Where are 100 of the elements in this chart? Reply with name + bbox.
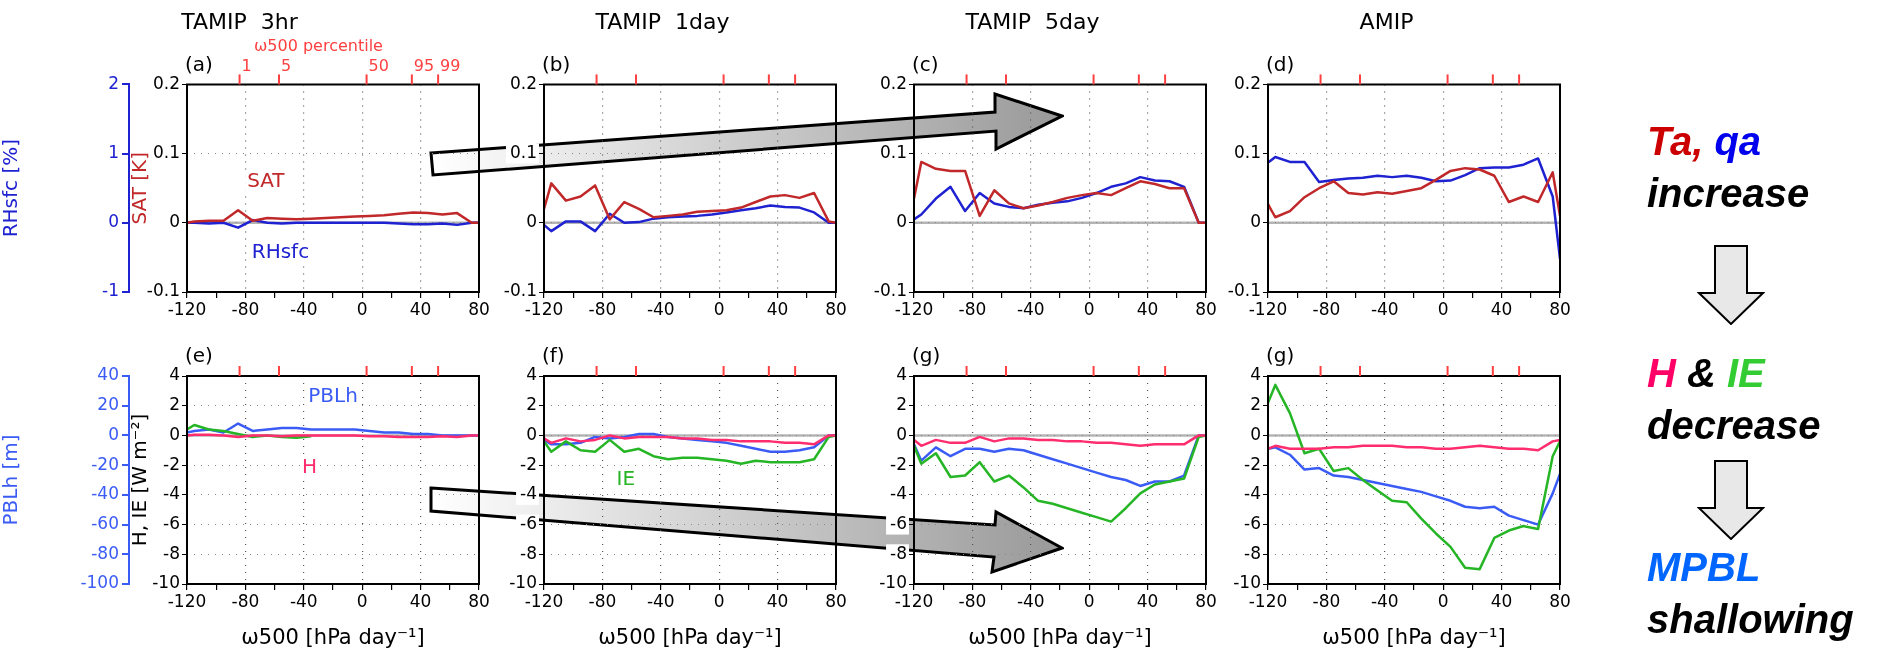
y-tick-label: 4 — [526, 364, 537, 385]
text: (g) — [1266, 343, 1295, 368]
x-axis-title: ω500 [hPa day⁻¹] — [1322, 624, 1506, 649]
text: (b) — [542, 51, 571, 76]
x-tick-label: -80 — [231, 298, 260, 319]
y2-axis-title: PBLh [m] — [0, 434, 23, 526]
text: 95 — [413, 55, 435, 75]
y-tick-label: 2 — [896, 394, 907, 415]
y-tick-label: 2 — [169, 394, 180, 415]
y-tick-label: 0.1 — [509, 142, 537, 163]
y-tick-label: -2 — [520, 453, 537, 474]
y2-tick-label: -80 — [91, 542, 119, 563]
x-tick-label: -120 — [894, 590, 934, 611]
text: IE — [1726, 351, 1765, 395]
x-tick-label: -120 — [167, 590, 207, 611]
y-tick-label: -8 — [163, 542, 180, 563]
x-tick-label: 0 — [713, 298, 725, 319]
y-tick-label: -10 — [1233, 572, 1261, 593]
text: decrease — [1647, 403, 1821, 447]
x-tick-label: -120 — [1248, 298, 1288, 319]
x-tick-label: -40 — [1016, 298, 1045, 319]
text: (g) — [912, 343, 941, 368]
y-tick-label: -4 — [163, 483, 180, 504]
text: (a) — [185, 51, 213, 76]
x-tick-label: 40 — [1490, 298, 1513, 319]
x-tick-label: -80 — [1312, 298, 1341, 319]
text: (d) — [1266, 51, 1295, 76]
text: MPBL — [1647, 545, 1761, 589]
x-tick-label: -40 — [646, 590, 675, 611]
x-tick-label: -120 — [1248, 590, 1288, 611]
y-tick-label: 0 — [526, 423, 537, 444]
series-label: RHsfc — [251, 238, 310, 263]
x-tick-label: 40 — [1490, 590, 1513, 611]
y-tick-label: -0.1 — [1227, 280, 1261, 301]
x-tick-label: 40 — [409, 298, 432, 319]
y-tick-label: -0.1 — [873, 280, 907, 301]
y-tick-label: -10 — [152, 572, 180, 593]
x-tick-label: -120 — [524, 298, 564, 319]
y-tick-label: 4 — [1250, 364, 1261, 385]
text: increase — [1647, 171, 1810, 215]
x-tick-label: 0 — [1083, 590, 1095, 611]
x-tick-label: -80 — [588, 298, 617, 319]
text: H — [1647, 351, 1676, 395]
y-axis-title: SAT [K] — [127, 151, 152, 225]
y-tick-label: -8 — [520, 542, 537, 563]
y-tick-label: 0 — [169, 423, 180, 444]
x-tick-label: -80 — [1312, 590, 1341, 611]
y2-axis-title: RHsfc [%] — [0, 139, 23, 238]
chart-title: TAMIP 3hr — [180, 8, 299, 34]
x-tick-label: 80 — [1549, 298, 1571, 319]
text: Ta, — [1647, 119, 1704, 163]
y2-tick-label: 40 — [97, 364, 119, 385]
y-tick-label: -8 — [1244, 542, 1261, 563]
y-tick-label: -6 — [1244, 512, 1261, 533]
y-tick-label: -8 — [890, 542, 907, 563]
x-tick-label: 0 — [1437, 590, 1449, 611]
x-tick-label: 0 — [713, 590, 725, 611]
x-tick-label: -40 — [289, 298, 318, 319]
y2-tick-label: 2 — [108, 72, 119, 93]
x-tick-label: 40 — [1136, 298, 1159, 319]
y-tick-label: 0 — [896, 211, 907, 232]
x-tick-label: -80 — [958, 590, 987, 611]
text: qa — [1713, 119, 1762, 163]
x-tick-label: -80 — [588, 590, 617, 611]
x-tick-label: 40 — [766, 590, 789, 611]
text: 1 — [241, 55, 252, 75]
text: 50 — [368, 55, 389, 75]
x-tick-label: -40 — [1370, 298, 1399, 319]
x-tick-label: 40 — [1136, 590, 1159, 611]
x-tick-label: 80 — [468, 298, 490, 319]
y2-tick-label: 0 — [108, 423, 119, 444]
y2-tick-label: 20 — [97, 394, 119, 415]
chart-title: TAMIP 5day — [964, 8, 1100, 34]
y-tick-label: -10 — [509, 572, 537, 593]
y-tick-label: 2 — [1250, 394, 1261, 415]
x-tick-label: -120 — [524, 590, 564, 611]
chart-title: TAMIP 1day — [594, 8, 730, 34]
y2-tick-label: -100 — [80, 572, 119, 593]
x-tick-label: -120 — [894, 298, 934, 319]
y2-tick-label: -1 — [102, 280, 119, 301]
y-tick-label: 0 — [896, 423, 907, 444]
x-tick-label: 0 — [356, 298, 368, 319]
y2-tick-label: -40 — [91, 483, 119, 504]
x-axis-title: ω500 [hPa day⁻¹] — [241, 624, 425, 649]
y-tick-label: -2 — [163, 453, 180, 474]
y-tick-label: 0 — [1250, 423, 1261, 444]
y-tick-label: -2 — [890, 453, 907, 474]
text: (c) — [912, 51, 939, 76]
x-tick-label: 40 — [766, 298, 789, 319]
y-tick-label: 0.1 — [879, 142, 907, 163]
y-tick-label: 0.2 — [152, 72, 180, 93]
x-tick-label: -40 — [1016, 590, 1045, 611]
y2-tick-label: 0 — [108, 211, 119, 232]
y2-tick-label: 1 — [108, 142, 119, 163]
y-tick-label: 0 — [526, 211, 537, 232]
series-label: H — [302, 453, 318, 478]
x-tick-label: 80 — [825, 298, 847, 319]
series-label: PBLh — [308, 383, 358, 407]
text: shallowing — [1647, 597, 1854, 641]
series-label: IE — [616, 466, 636, 491]
